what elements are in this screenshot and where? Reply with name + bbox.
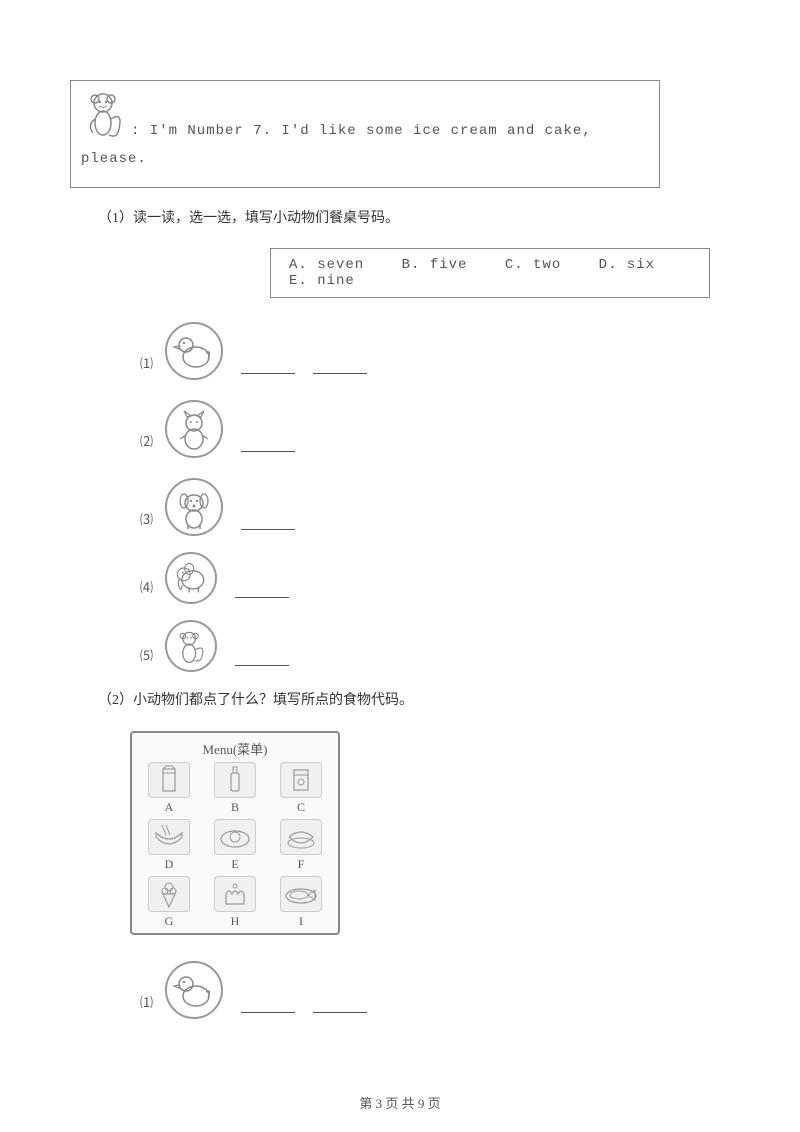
menu-title: Menu(菜单) xyxy=(140,739,330,758)
menu-label-f: F xyxy=(272,857,330,872)
menu-cell-i: I xyxy=(272,876,330,929)
icecream-icon xyxy=(148,876,190,912)
speech-line1: : I'm Number 7. I'd like some ice cream … xyxy=(131,117,592,145)
noodles-icon xyxy=(148,819,190,855)
menu-cell-f: F xyxy=(272,819,330,872)
cat-icon xyxy=(165,400,223,458)
s2-item-num-1: ⑴ xyxy=(140,992,153,1019)
item-num-5: ⑸ xyxy=(140,645,153,672)
menu-label-g: G xyxy=(140,914,198,929)
item-num-3: ⑶ xyxy=(140,509,153,536)
menu-box: Menu(菜单) A B C D xyxy=(130,731,340,935)
cake-icon xyxy=(214,876,256,912)
bottle-icon xyxy=(214,762,256,798)
options-box: A. seven B. five C. two D. six E. nine xyxy=(270,248,710,298)
juice-icon xyxy=(280,762,322,798)
item-num-1: ⑴ xyxy=(140,353,153,380)
item-row-2: ⑵ xyxy=(140,386,730,458)
monkey-small-icon xyxy=(165,620,217,672)
speech-box: : I'm Number 7. I'd like some ice cream … xyxy=(70,80,660,188)
option-e: E. nine xyxy=(289,273,355,289)
blank-4[interactable] xyxy=(235,582,289,598)
s2-blank-1a[interactable] xyxy=(241,997,295,1013)
menu-grid: A B C D E xyxy=(140,762,330,929)
menu-label-b: B xyxy=(206,800,264,815)
menu-cell-d: D xyxy=(140,819,198,872)
menu-label-a: A xyxy=(140,800,198,815)
item-num-2: ⑵ xyxy=(140,431,153,458)
blank-1b[interactable] xyxy=(313,358,367,374)
option-c: C. two xyxy=(505,257,561,273)
menu-label-d: D xyxy=(140,857,198,872)
menu-cell-a: A xyxy=(140,762,198,815)
monkey-icon xyxy=(81,89,131,145)
item-row-1: ⑴ xyxy=(140,308,730,380)
s2-blank-1b[interactable] xyxy=(313,997,367,1013)
menu-cell-g: G xyxy=(140,876,198,929)
menu-label-c: C xyxy=(272,800,330,815)
menu-cell-e: E xyxy=(206,819,264,872)
elephant-icon xyxy=(165,552,217,604)
duck-icon-2 xyxy=(165,961,223,1019)
item-row-4: ⑷ xyxy=(140,542,730,604)
menu-label-h: H xyxy=(206,914,264,929)
s2-item-row-1: ⑴ xyxy=(140,947,730,1019)
menu-label-e: E xyxy=(206,857,264,872)
menu-cell-c: C xyxy=(272,762,330,815)
menu-cell-b: B xyxy=(206,762,264,815)
option-b: B. five xyxy=(402,257,468,273)
option-a: A. seven xyxy=(289,257,364,273)
option-d: D. six xyxy=(599,257,655,273)
rice-icon xyxy=(280,819,322,855)
blank-5[interactable] xyxy=(235,650,289,666)
blank-2[interactable] xyxy=(241,436,295,452)
menu-cell-h: H xyxy=(206,876,264,929)
duck-icon xyxy=(165,322,223,380)
egg-icon xyxy=(214,819,256,855)
speech-line2: please. xyxy=(81,145,649,173)
blank-3[interactable] xyxy=(241,514,295,530)
menu-label-i: I xyxy=(272,914,330,929)
section1-instruction: （1）读一读，选一选，填写小动物们餐桌号码。 xyxy=(98,208,730,230)
section2-instruction: （2）小动物们都点了什么？填写所点的食物代码。 xyxy=(98,690,730,712)
page-footer: 第 3 页 共 9 页 xyxy=(0,1093,800,1112)
blank-1a[interactable] xyxy=(241,358,295,374)
milk-icon xyxy=(148,762,190,798)
item-num-4: ⑷ xyxy=(140,577,153,604)
item-row-3: ⑶ xyxy=(140,464,730,536)
item-row-5: ⑸ xyxy=(140,610,730,672)
dog-icon xyxy=(165,478,223,536)
fish-icon xyxy=(280,876,322,912)
